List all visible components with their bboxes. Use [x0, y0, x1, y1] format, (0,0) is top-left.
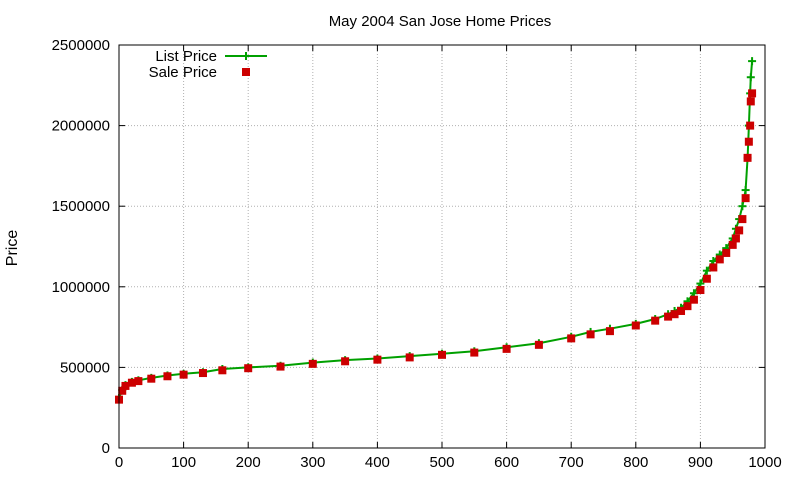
sale-price-point: [308, 359, 317, 368]
sale-price-point: [709, 263, 718, 272]
x-tick-label: 300: [300, 454, 325, 471]
y-tick-label: 1000000: [52, 279, 110, 296]
x-tick-label: 1000: [748, 454, 781, 471]
sale-price-point: [702, 274, 711, 283]
series-layer: [115, 57, 757, 404]
sale-price-point: [127, 378, 136, 387]
sale-price-point: [664, 312, 673, 321]
y-tick-label: 500000: [60, 359, 110, 376]
sale-price-point: [373, 355, 382, 364]
sale-price-point: [696, 286, 705, 295]
x-tick-label: 600: [494, 454, 519, 471]
sale-price-point: [502, 344, 511, 353]
sale-price-point: [586, 330, 595, 339]
sale-price-point: [689, 295, 698, 304]
sale-price-point: [738, 215, 747, 224]
sale-price-point: [118, 386, 127, 395]
y-tick-label: 2000000: [52, 118, 110, 135]
list-price-line: [118, 61, 754, 399]
sale-price-point: [631, 321, 640, 330]
sale-price-point: [470, 348, 479, 357]
sale-price-point: [534, 340, 543, 349]
sale-price-point: [677, 306, 686, 315]
sale-price-point: [198, 369, 207, 378]
sale-price-point: [147, 374, 156, 383]
sale-price-point: [341, 357, 350, 366]
sale-price-point: [731, 234, 740, 243]
sale-price-point: [134, 377, 143, 386]
x-tick-label: 700: [559, 454, 584, 471]
sale-price-point: [715, 255, 724, 264]
x-tick-label: 500: [429, 454, 454, 471]
list-price-point: [741, 186, 750, 195]
sale-price-point: [735, 226, 744, 235]
list-price-point: [748, 57, 757, 66]
y-tick-label: 1500000: [52, 198, 110, 215]
sale-price-point: [728, 240, 737, 249]
chart-title: May 2004 San Jose Home Prices: [329, 13, 552, 30]
tick-labels: 0 100 200 300 400 500 600 700 800 900 1000 0 500000 1…: [52, 37, 782, 471]
sale-price-point: [567, 334, 576, 343]
x-tick-label: 800: [623, 454, 648, 471]
sale-price-point: [438, 350, 446, 359]
sale-price-point: [244, 364, 253, 373]
sale-price-point: [276, 362, 285, 371]
legend-label-sale-price: Sale Price: [149, 64, 217, 81]
legend-swatch-sale-square: [242, 68, 250, 76]
x-tick-label: 0: [115, 454, 123, 471]
sale-price-point: [405, 353, 414, 362]
list-price-point: [746, 73, 755, 82]
grid: [118, 44, 766, 449]
sale-price-point: [683, 302, 692, 311]
y-tick-label: 2500000: [52, 37, 110, 54]
y-tick-label: 0: [102, 440, 110, 457]
sale-price-point: [722, 248, 731, 257]
sale-price-point: [746, 121, 755, 130]
legend-label-list-price: List Price: [155, 48, 217, 65]
x-tick-label: 400: [365, 454, 390, 471]
y-axis-label: Price: [4, 230, 21, 267]
sale-price-point: [744, 137, 753, 146]
x-tick-label: 100: [171, 454, 196, 471]
sale-price-point: [163, 372, 172, 381]
list-price-point: [738, 202, 747, 211]
sale-price-point: [746, 97, 755, 106]
x-tick-label: 900: [688, 454, 713, 471]
sale-price-point: [741, 194, 750, 203]
sale-price-point: [218, 366, 227, 375]
plot-frame: [118, 44, 766, 449]
sale-price-point: [748, 89, 757, 98]
sale-price-point: [743, 153, 752, 162]
sale-price-point: [651, 316, 660, 325]
x-tick-label: 200: [236, 454, 261, 471]
sale-price-point: [121, 381, 130, 390]
sale-price-point: [670, 310, 679, 319]
sale-price-point: [605, 327, 614, 336]
sale-price-point: [179, 370, 188, 379]
